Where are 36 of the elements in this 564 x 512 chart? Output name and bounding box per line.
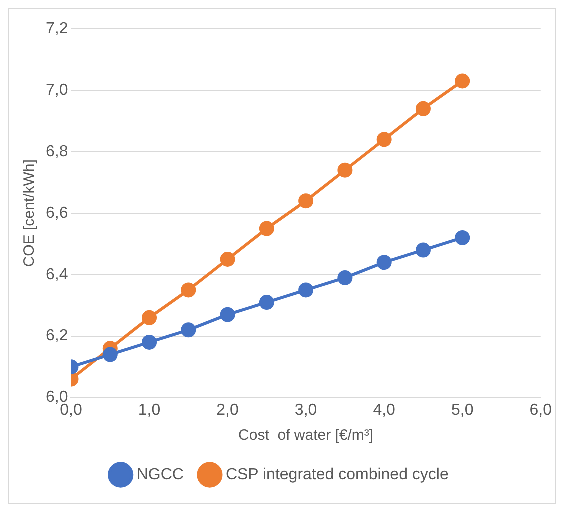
point [181, 282, 196, 298]
point [220, 252, 236, 267]
point [298, 282, 314, 298]
x-axis-title: Cost of water [€/m³] [238, 427, 374, 444]
point [142, 334, 158, 350]
point [259, 295, 274, 310]
y-tick-label: 7,2 [46, 20, 68, 38]
legend-label: NGCC [136, 466, 184, 484]
point [338, 270, 353, 286]
y-tick-label: 6,8 [46, 143, 68, 160]
y-tick-label: 7,0 [46, 82, 68, 99]
point [376, 255, 392, 270]
point [259, 221, 274, 236]
x-tick-label: 6,0 [530, 402, 552, 419]
x-tick-label: 5,0 [451, 402, 474, 419]
x-tick-label: 4,0 [373, 402, 396, 419]
x-tick-label: 2,0 [216, 402, 240, 419]
point [338, 162, 353, 178]
point [298, 194, 314, 209]
point [416, 101, 431, 116]
x-tick-label: 0,0 [60, 402, 82, 419]
point [181, 322, 196, 338]
point [376, 132, 392, 148]
x-tick-label: 3,0 [294, 402, 318, 419]
y-tick-label: 6,4 [46, 266, 68, 284]
point [455, 74, 470, 89]
point [416, 242, 431, 258]
y-axis-title: COE [cent/kWh] [21, 160, 38, 268]
point [142, 310, 158, 326]
x-tick-label: 1,0 [138, 402, 161, 419]
y-tick-label: 6,6 [46, 204, 68, 222]
point [102, 347, 118, 362]
legend-label: CSP integrated combined cycle [226, 466, 449, 484]
point [455, 230, 470, 246]
y-tick-label: 6,2 [46, 328, 68, 345]
point [220, 307, 236, 322]
